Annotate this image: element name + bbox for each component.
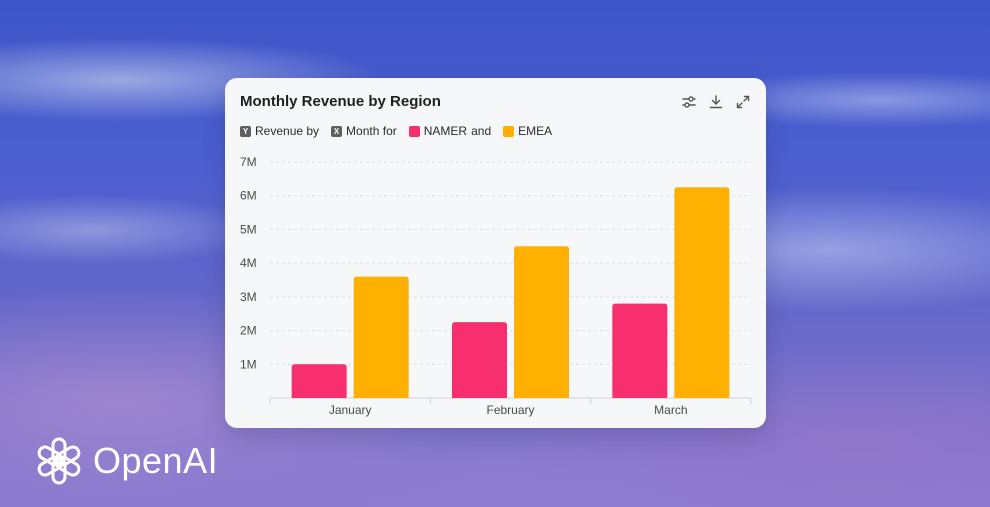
legend-swatch-namer [408, 125, 420, 137]
y-axis-text: Revenue by [255, 124, 320, 138]
filter-settings-icon [681, 95, 696, 108]
y-axis-tag: Y [240, 125, 251, 137]
y-tick-label: 3M [240, 290, 257, 304]
y-tick-label: 7M [240, 155, 257, 169]
legend-swatch-emea [503, 125, 515, 137]
bar-chart: 1M 2M 3M 4M 5M 6M 7M January February March [240, 155, 752, 417]
bar-namer-january[interactable] [291, 364, 347, 398]
x-tick-label: February [486, 403, 534, 417]
x-tick-label: March [654, 403, 687, 417]
y-tick-label: 1M [240, 357, 257, 371]
y-tick-label: 5M [240, 222, 257, 236]
openai-knot-icon [37, 437, 81, 485]
legend-label-namer: NAMER [423, 124, 468, 138]
expand-button[interactable] [733, 92, 752, 111]
bar-emea-february[interactable] [514, 246, 569, 398]
x-axis-text: Month for [346, 124, 397, 138]
bar-emea-january[interactable] [353, 276, 409, 398]
y-tick-label: 2M [240, 324, 257, 338]
bar-namer-march[interactable] [612, 303, 668, 398]
filter-settings-button[interactable] [679, 92, 698, 111]
bar-namer-february[interactable] [452, 322, 507, 398]
chart-legend: Y Revenue by X Month for NAMER and EMEA [240, 124, 552, 138]
x-tick-label: January [329, 403, 372, 417]
chart-card: Monthly Revenue by Region Y Revenue by X… [225, 78, 766, 428]
chart-title: Monthly Revenue by Region [240, 93, 441, 110]
download-icon [709, 94, 722, 108]
legend-label-emea: EMEA [518, 124, 553, 138]
bar-emea-march[interactable] [674, 187, 730, 398]
openai-logo: OpenAI [33, 435, 218, 487]
y-tick-label: 4M [240, 256, 257, 270]
legend-joiner: and [471, 124, 492, 138]
download-button[interactable] [706, 92, 725, 111]
chart-toolbar [679, 92, 752, 111]
expand-icon [736, 95, 749, 108]
y-tick-label: 6M [240, 189, 257, 203]
brand-name: OpenAI [93, 440, 219, 481]
x-axis-tag: X [331, 125, 343, 137]
